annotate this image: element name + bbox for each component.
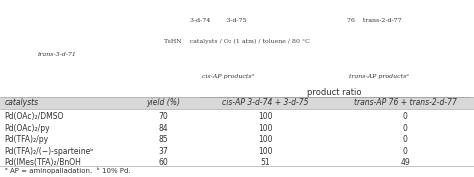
Text: yield (%): yield (%) <box>146 98 181 107</box>
Text: Pd(IMes(TFA)₂/BnOH: Pd(IMes(TFA)₂/BnOH <box>5 158 82 167</box>
Text: 0: 0 <box>403 124 408 133</box>
Text: Pd(OAc)₂/DMSO: Pd(OAc)₂/DMSO <box>5 112 64 121</box>
Text: Pd(OAc)₂/py: Pd(OAc)₂/py <box>5 124 50 133</box>
Text: TsHN    catalysts / O₂ (1 atm) / toluene / 80 °C: TsHN catalysts / O₂ (1 atm) / toluene / … <box>164 39 310 44</box>
Text: 0: 0 <box>403 135 408 144</box>
Text: 49: 49 <box>401 158 410 167</box>
Text: 85: 85 <box>159 135 168 144</box>
Text: 51: 51 <box>261 158 270 167</box>
Text: 70: 70 <box>159 112 168 121</box>
Text: 100: 100 <box>258 124 273 133</box>
Text: 60: 60 <box>159 158 168 167</box>
Text: 37: 37 <box>159 147 168 156</box>
Text: catalysts: catalysts <box>5 98 39 107</box>
Text: 3-d-74        3-d-75: 3-d-74 3-d-75 <box>190 18 246 23</box>
Text: 76    trans-2-d-77: 76 trans-2-d-77 <box>347 18 402 23</box>
Text: trans-AP productsᵃ: trans-AP productsᵃ <box>349 74 409 79</box>
Text: 84: 84 <box>159 124 168 133</box>
FancyBboxPatch shape <box>0 97 474 109</box>
Text: 100: 100 <box>258 135 273 144</box>
Text: 0: 0 <box>403 147 408 156</box>
Text: trans-AP 76 + trans-2-d-77: trans-AP 76 + trans-2-d-77 <box>354 98 457 107</box>
Text: 100: 100 <box>258 147 273 156</box>
Text: cis-AP 3-d-74 + 3-d-75: cis-AP 3-d-74 + 3-d-75 <box>222 98 309 107</box>
Text: 0: 0 <box>403 112 408 121</box>
Text: ᵃ AP = aminopalladation.  ᵇ 10% Pd.: ᵃ AP = aminopalladation. ᵇ 10% Pd. <box>5 167 130 174</box>
Text: trans-3-d-71: trans-3-d-71 <box>37 52 76 57</box>
Text: cis-AP productsᵃ: cis-AP productsᵃ <box>201 74 254 79</box>
Text: Pd(TFA)₂/py: Pd(TFA)₂/py <box>5 135 49 144</box>
Text: 100: 100 <box>258 112 273 121</box>
Text: Pd(TFA)₂/(−)-sparteineᵇ: Pd(TFA)₂/(−)-sparteineᵇ <box>5 147 94 156</box>
Text: product ratio: product ratio <box>307 88 361 97</box>
